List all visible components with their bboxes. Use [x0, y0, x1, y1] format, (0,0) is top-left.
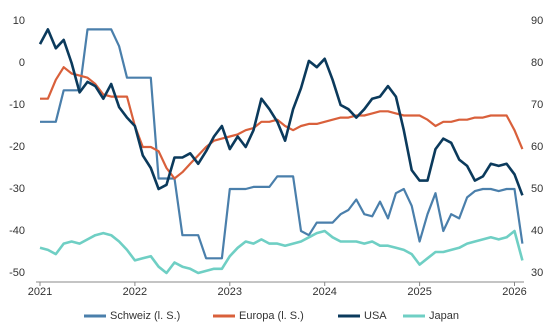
y2-tick-label: 40 — [531, 225, 543, 237]
x-tick-label: 2024 — [312, 286, 336, 298]
x-tick-label: 2021 — [28, 286, 52, 298]
y-tick-label: 10 — [13, 15, 25, 27]
legend-label: Europa (l. S.) — [239, 310, 304, 322]
y2-tick-label: 90 — [531, 15, 543, 27]
series-line — [40, 28, 524, 260]
series-line — [38, 28, 524, 196]
y-tick-label: -20 — [9, 141, 25, 153]
y2-tick-label: 60 — [531, 141, 543, 153]
y2-tick-label: 30 — [531, 267, 543, 279]
y-tick-label: -40 — [9, 225, 25, 237]
x-tick-label: 2025 — [407, 286, 431, 298]
x-tick-label: 2022 — [123, 286, 147, 298]
series-line — [40, 66, 524, 180]
y2-tick-label: 50 — [531, 183, 543, 195]
legend-label: Schweiz (l. S.) — [110, 310, 180, 322]
x-tick-label: 2026 — [502, 286, 526, 298]
y-tick-label: -50 — [9, 267, 25, 279]
y-tick-label: 0 — [19, 57, 25, 69]
legend-label: USA — [364, 310, 387, 322]
y-tick-label: -10 — [9, 99, 25, 111]
x-tick-label: 2023 — [218, 286, 242, 298]
legend-label: Japan — [429, 310, 459, 322]
y-tick-label: -30 — [9, 183, 25, 195]
y2-tick-label: 80 — [531, 57, 543, 69]
series-line — [39, 229, 524, 275]
y2-tick-label: 70 — [531, 99, 543, 111]
